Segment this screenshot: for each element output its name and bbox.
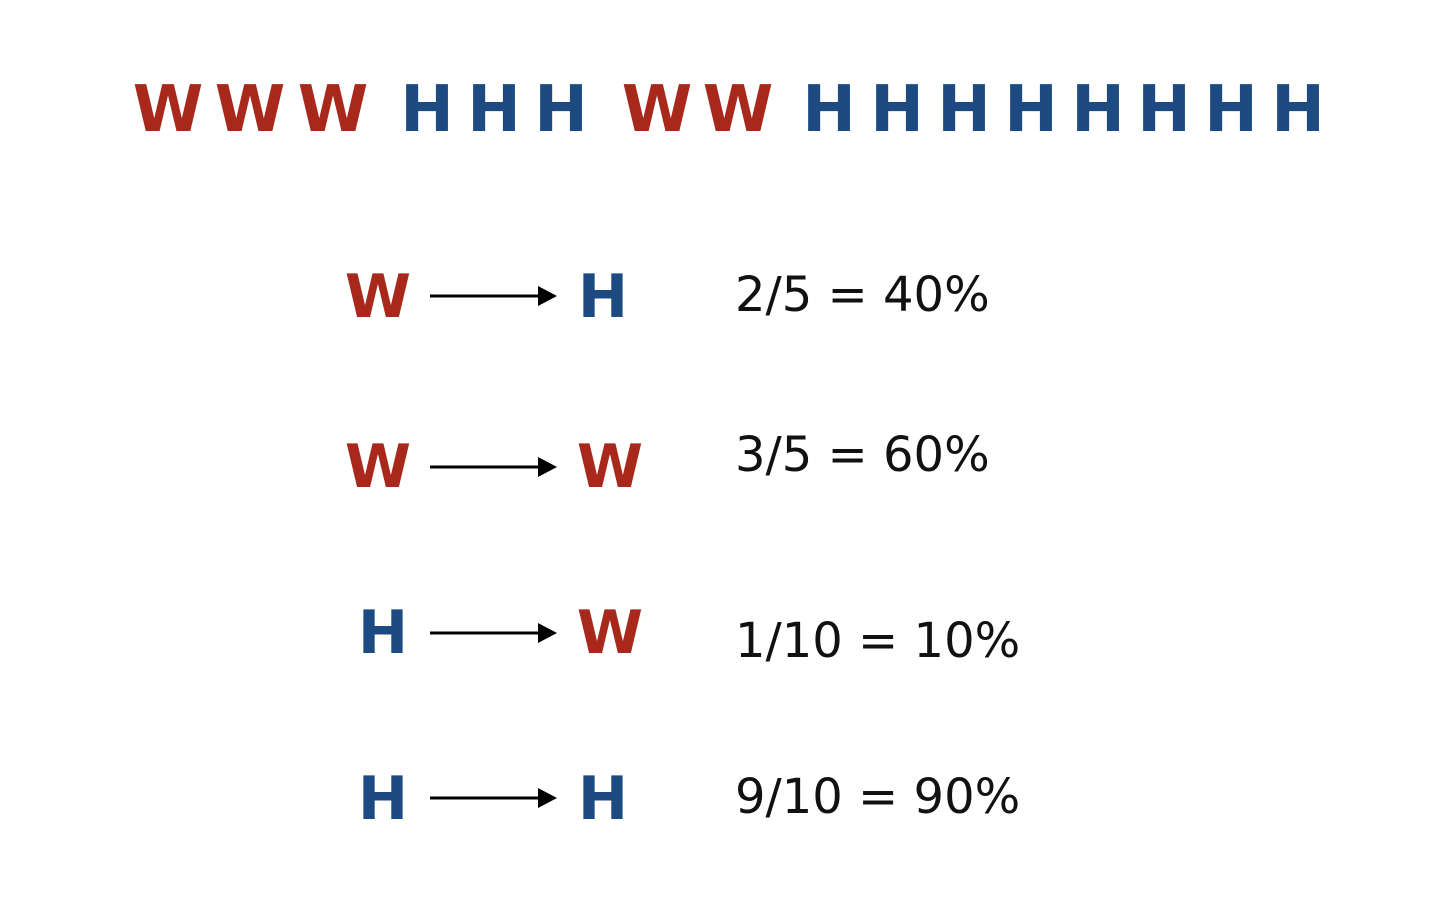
transition-arrow-icon <box>430 788 557 808</box>
transition-probability: 2/5 = 40% <box>735 267 990 323</box>
sequence-state-h: H <box>1204 73 1258 147</box>
sequence-state-h: H <box>1271 73 1325 147</box>
transition-to-state: W <box>576 432 644 502</box>
sequence-state-w: W <box>702 73 774 147</box>
transition-to-state: H <box>577 764 629 834</box>
transition-to-state: H <box>577 262 629 332</box>
sequence-state-h: H <box>1137 73 1191 147</box>
sequence-state-h: H <box>937 73 991 147</box>
transition-arrow-icon <box>430 457 557 477</box>
sequence-state-h: H <box>1004 73 1058 147</box>
sequence-state-w: W <box>132 73 204 147</box>
transition-arrow-icon <box>430 623 557 643</box>
transition-probability: 9/10 = 90% <box>735 769 1021 825</box>
sequence-state-h: H <box>400 73 454 147</box>
transition-from-state: H <box>357 598 409 668</box>
transition-to-state: W <box>576 598 644 668</box>
transition-probability: 1/10 = 10% <box>735 613 1021 669</box>
sequence-state-w: W <box>621 73 693 147</box>
transition-from-state: W <box>344 432 412 502</box>
transition-from-state: W <box>344 262 412 332</box>
sequence-state-w: W <box>297 73 369 147</box>
transition-arrow-icon <box>430 286 557 306</box>
sequence-state-h: H <box>534 73 588 147</box>
sequence-state-h: H <box>1071 73 1125 147</box>
transition-from-state: H <box>357 764 409 834</box>
sequence-state-h: H <box>870 73 924 147</box>
transition-probability: 3/5 = 60% <box>735 427 990 483</box>
sequence-state-h: H <box>467 73 521 147</box>
sequence-state-h: H <box>802 73 856 147</box>
sequence-state-w: W <box>214 73 286 147</box>
